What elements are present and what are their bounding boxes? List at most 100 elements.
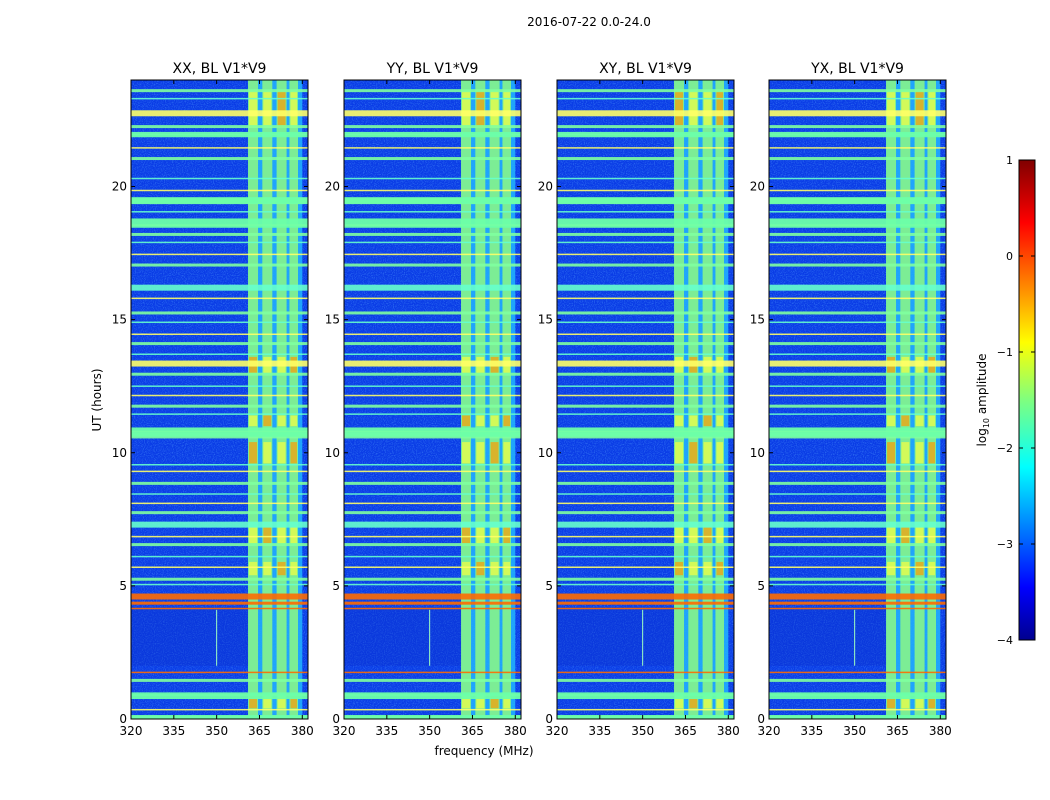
flagged-row bbox=[557, 607, 734, 610]
rfi-hotspot bbox=[263, 695, 272, 709]
rfi-hotspot bbox=[689, 695, 698, 709]
rfi-hotspot bbox=[928, 90, 936, 128]
flagged-band bbox=[131, 427, 308, 437]
colorbar-tick-label: −4 bbox=[997, 634, 1013, 647]
panel-frame bbox=[343, 79, 522, 720]
flagged-row bbox=[769, 189, 946, 192]
rfi-hotspot bbox=[901, 695, 910, 709]
flagged-row bbox=[769, 404, 946, 408]
flagged-row bbox=[557, 353, 734, 355]
flagged-row bbox=[344, 189, 521, 192]
flagged-row bbox=[344, 211, 521, 213]
rfi-subband bbox=[886, 80, 897, 719]
panel-3: YX, BL V1*V9 320 335 350 365 380 0 5 10 15 20 bbox=[750, 61, 952, 738]
flagged-row bbox=[344, 671, 521, 674]
rfi-hotspot bbox=[290, 90, 298, 128]
flagged-row bbox=[131, 232, 308, 236]
flagged-row bbox=[344, 583, 521, 586]
flagged-row bbox=[769, 321, 946, 324]
flagged-row bbox=[131, 110, 308, 117]
flagged-row bbox=[344, 360, 521, 367]
rfi-hotspot bbox=[928, 442, 936, 464]
x-tick-label: 365 bbox=[886, 724, 909, 738]
rfi-hotspot bbox=[901, 90, 910, 128]
y-axis-label: UT (hours) bbox=[90, 368, 104, 431]
flagged-row bbox=[557, 404, 734, 408]
flagged-row bbox=[769, 708, 946, 711]
flagged-row bbox=[344, 470, 521, 473]
rfi-subband bbox=[900, 80, 911, 719]
flagged-band bbox=[557, 218, 734, 228]
flagged-row bbox=[344, 232, 521, 236]
rfi-hotspot bbox=[249, 415, 258, 427]
flagged-band bbox=[131, 197, 308, 204]
flagged-row bbox=[131, 463, 308, 466]
rfi-hotspot bbox=[703, 527, 712, 544]
flagged-row bbox=[344, 342, 521, 346]
flagged-row bbox=[344, 125, 521, 129]
rfi-hotspot bbox=[703, 561, 712, 576]
flagged-row bbox=[557, 577, 734, 581]
flagged-row bbox=[344, 502, 521, 505]
flagged-row bbox=[769, 297, 946, 300]
flagged-row bbox=[131, 147, 308, 149]
rfi-hotspot bbox=[476, 527, 485, 544]
y-tick-label: 0 bbox=[332, 712, 340, 726]
flagged-row bbox=[557, 321, 734, 324]
colorbar-gradient bbox=[1018, 159, 1036, 641]
rfi-hotspot bbox=[476, 90, 485, 128]
flagged-band bbox=[769, 715, 946, 719]
rfi-hotspot bbox=[675, 442, 684, 464]
rfi-subband bbox=[475, 80, 486, 719]
flagged-row bbox=[344, 321, 521, 324]
rfi-hotspot bbox=[249, 442, 258, 464]
flagged-row bbox=[557, 463, 734, 466]
flagged-row bbox=[131, 493, 308, 495]
flagged-row bbox=[769, 583, 946, 586]
rfi-hotspot bbox=[490, 442, 499, 464]
flagged-row bbox=[131, 241, 308, 244]
flagged-band bbox=[557, 427, 734, 437]
flagged-row bbox=[344, 535, 521, 538]
flagged-band bbox=[557, 131, 734, 138]
rfi-hotspot bbox=[675, 561, 684, 576]
y-tick-label: 20 bbox=[538, 180, 553, 194]
rfi-hotspot bbox=[277, 527, 286, 544]
flagged-row bbox=[344, 511, 521, 515]
rfi-subband bbox=[461, 80, 472, 719]
rfi-hotspot bbox=[249, 695, 258, 709]
y-tick-label: 20 bbox=[112, 180, 127, 194]
flagged-row bbox=[557, 253, 734, 256]
rfi-subband bbox=[927, 80, 937, 719]
flagged-row bbox=[131, 593, 308, 600]
x-tick-label: 365 bbox=[248, 724, 271, 738]
flagged-band bbox=[557, 715, 734, 719]
flagged-band bbox=[769, 427, 946, 437]
flagged-row bbox=[769, 493, 946, 495]
rfi-hotspot bbox=[887, 90, 896, 128]
flagged-row bbox=[131, 360, 308, 367]
flagged-row bbox=[344, 89, 521, 93]
flagged-row bbox=[557, 394, 734, 397]
y-tick-label: 5 bbox=[119, 579, 127, 593]
rfi-hotspot bbox=[476, 561, 485, 576]
rfi-hotspot bbox=[490, 527, 499, 544]
y-tick-label: 15 bbox=[750, 313, 765, 327]
colorbar-tick-label: −2 bbox=[997, 442, 1013, 455]
panel-frame bbox=[768, 79, 947, 720]
colorbar: 10−1−2−3−4 log10 amplitude bbox=[975, 154, 1036, 647]
flagged-row bbox=[769, 470, 946, 473]
y-tick-label: 10 bbox=[325, 446, 340, 460]
flagged-row bbox=[131, 535, 308, 538]
flagged-row bbox=[557, 583, 734, 586]
y-tick-label: 0 bbox=[757, 712, 765, 726]
rfi-hotspot bbox=[689, 527, 698, 544]
x-tick-label: 350 bbox=[418, 724, 441, 738]
rfi-subband bbox=[248, 80, 259, 719]
panel-frame bbox=[556, 79, 735, 720]
flagged-row bbox=[557, 360, 734, 367]
flagged-row bbox=[769, 110, 946, 117]
flagged-row bbox=[131, 321, 308, 324]
rfi-hotspot bbox=[689, 561, 698, 576]
rfi-hotspot bbox=[901, 527, 910, 544]
